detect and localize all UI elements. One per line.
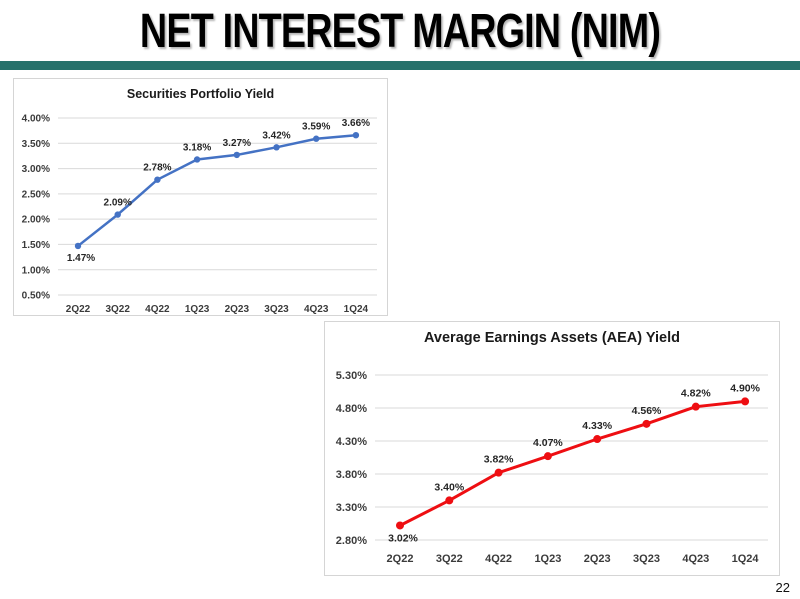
securities-portfolio-yield-chart: Securities Portfolio Yield 4.00% 3.50% 3.0… xyxy=(13,78,388,316)
svg-text:4.56%: 4.56% xyxy=(632,405,662,417)
svg-text:3.80%: 3.80% xyxy=(336,469,367,481)
svg-text:2Q22: 2Q22 xyxy=(387,553,414,565)
line-chart-plot: 4.00% 3.50% 3.00% 2.50% 2.00% 1.50% 1.00% 0.50%… xyxy=(22,114,377,315)
svg-text:4Q23: 4Q23 xyxy=(304,304,329,315)
svg-text:4Q22: 4Q22 xyxy=(485,553,512,565)
svg-text:2Q23: 2Q23 xyxy=(225,304,250,315)
line-chart-plot: 5.30% 4.80% 4.30% 3.80% 3.30% 2.80% 2Q22 3Q22 4Q… xyxy=(336,370,768,565)
svg-text:4.07%: 4.07% xyxy=(533,437,563,449)
svg-text:2Q22: 2Q22 xyxy=(66,304,91,315)
svg-text:3Q23: 3Q23 xyxy=(633,553,660,565)
svg-text:3.50%: 3.50% xyxy=(22,139,50,150)
page-number: 22 xyxy=(775,580,790,595)
svg-text:1Q23: 1Q23 xyxy=(185,304,210,315)
chart-title: Securities Portfolio Yield xyxy=(126,87,275,101)
svg-text:3.02%: 3.02% xyxy=(388,532,418,544)
svg-text:2.09%: 2.09% xyxy=(104,198,132,209)
svg-text:0.50%: 0.50% xyxy=(22,291,50,302)
svg-text:1Q23: 1Q23 xyxy=(534,553,561,565)
svg-text:1.47%: 1.47% xyxy=(67,253,95,264)
title-underline-bar xyxy=(0,61,800,70)
svg-text:5.30%: 5.30% xyxy=(336,370,367,382)
svg-text:2.80%: 2.80% xyxy=(336,535,367,547)
svg-text:4.00%: 4.00% xyxy=(22,114,50,125)
svg-text:3.59%: 3.59% xyxy=(302,122,330,133)
svg-text:1Q24: 1Q24 xyxy=(732,553,760,565)
svg-text:4.30%: 4.30% xyxy=(336,436,367,448)
svg-text:3.82%: 3.82% xyxy=(484,454,514,466)
svg-text:3.30%: 3.30% xyxy=(336,502,367,514)
svg-text:3.00%: 3.00% xyxy=(22,164,50,175)
svg-text:3.66%: 3.66% xyxy=(342,118,370,129)
svg-text:4.80%: 4.80% xyxy=(336,403,367,415)
svg-text:2Q23: 2Q23 xyxy=(584,553,611,565)
svg-text:4.33%: 4.33% xyxy=(582,420,612,432)
svg-text:1Q24: 1Q24 xyxy=(344,304,369,315)
svg-text:3Q23: 3Q23 xyxy=(264,304,289,315)
svg-text:4Q23: 4Q23 xyxy=(682,553,709,565)
slide-title: NET INTEREST MARGIN (NIM) xyxy=(139,3,661,58)
svg-text:3.18%: 3.18% xyxy=(183,142,211,153)
svg-text:2.78%: 2.78% xyxy=(143,163,171,174)
svg-text:4Q22: 4Q22 xyxy=(145,304,170,315)
svg-text:3Q22: 3Q22 xyxy=(436,553,463,565)
svg-text:2.00%: 2.00% xyxy=(22,215,50,226)
svg-text:3Q22: 3Q22 xyxy=(105,304,130,315)
svg-text:3.40%: 3.40% xyxy=(434,481,464,493)
svg-text:1.00%: 1.00% xyxy=(22,265,50,276)
svg-text:4.82%: 4.82% xyxy=(681,388,711,400)
svg-text:1.50%: 1.50% xyxy=(22,240,50,251)
chart-title: Average Earnings Assets (AEA) Yield xyxy=(424,330,680,346)
svg-text:4.90%: 4.90% xyxy=(730,382,760,394)
aea-yield-chart: Average Earnings Assets (AEA) Yield 5.30… xyxy=(324,321,780,576)
svg-text:2.50%: 2.50% xyxy=(22,189,50,200)
svg-text:3.42%: 3.42% xyxy=(262,130,290,141)
svg-text:3.27%: 3.27% xyxy=(223,138,251,149)
